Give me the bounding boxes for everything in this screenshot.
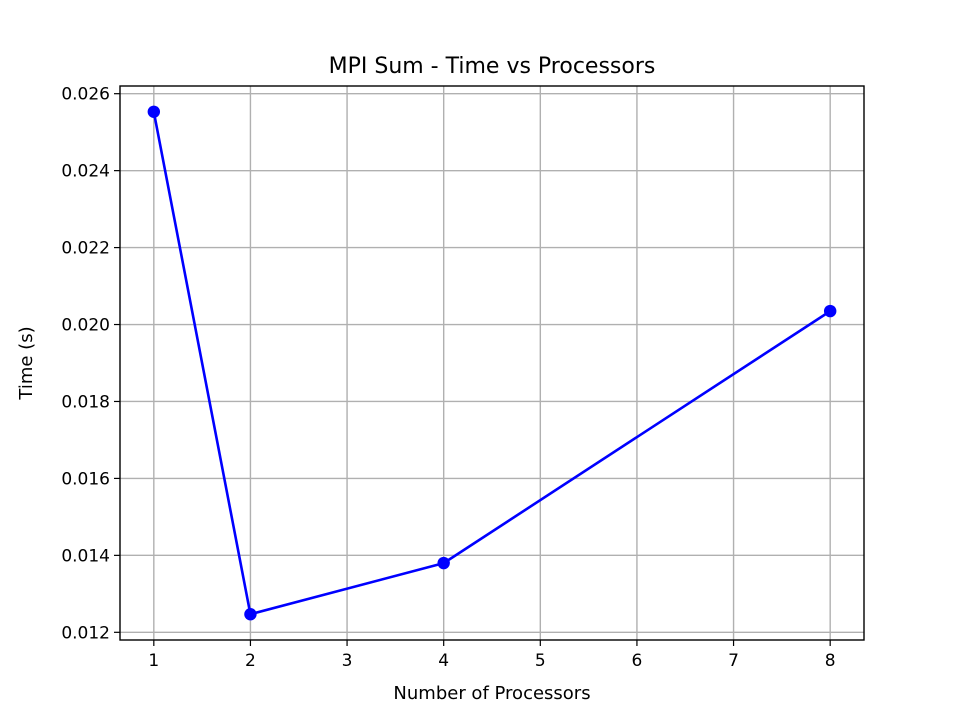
y-tick-label: 0.026 <box>61 85 110 105</box>
x-tick-label: 1 <box>148 651 159 671</box>
x-tick-label: 8 <box>825 651 836 671</box>
chart-title: MPI Sum - Time vs Processors <box>329 54 656 79</box>
x-tick-label: 3 <box>342 651 353 671</box>
data-point <box>437 556 450 570</box>
y-tick-label: 0.022 <box>61 239 110 259</box>
data-point <box>244 608 257 621</box>
y-tick-label: 0.018 <box>61 392 110 412</box>
y-tick-label: 0.012 <box>61 623 110 643</box>
x-tick-label: 5 <box>535 651 546 671</box>
y-tick-label: 0.014 <box>61 546 110 566</box>
series-line <box>152 111 831 616</box>
x-tick-label: 2 <box>245 651 256 671</box>
series-layer <box>147 105 837 621</box>
x-axis-label: Number of Processors <box>393 683 590 704</box>
axis-ticks: 1 2 3 4 5 6 7 8 0.012 0.014 0.016 0.018 0.020 0.022 0.… <box>61 85 835 671</box>
y-tick-label: 0.024 <box>61 162 110 182</box>
grid <box>120 86 864 640</box>
plot-frame <box>119 85 865 641</box>
data-point <box>147 105 161 118</box>
y-tick-label: 0.020 <box>61 316 110 336</box>
x-tick-label: 6 <box>632 651 643 671</box>
data-point <box>823 304 837 318</box>
x-tick-label: 4 <box>438 651 449 671</box>
y-tick-label: 0.016 <box>61 469 110 489</box>
x-tick-label: 7 <box>728 651 739 671</box>
y-axis-label: Time (s) <box>16 326 37 400</box>
